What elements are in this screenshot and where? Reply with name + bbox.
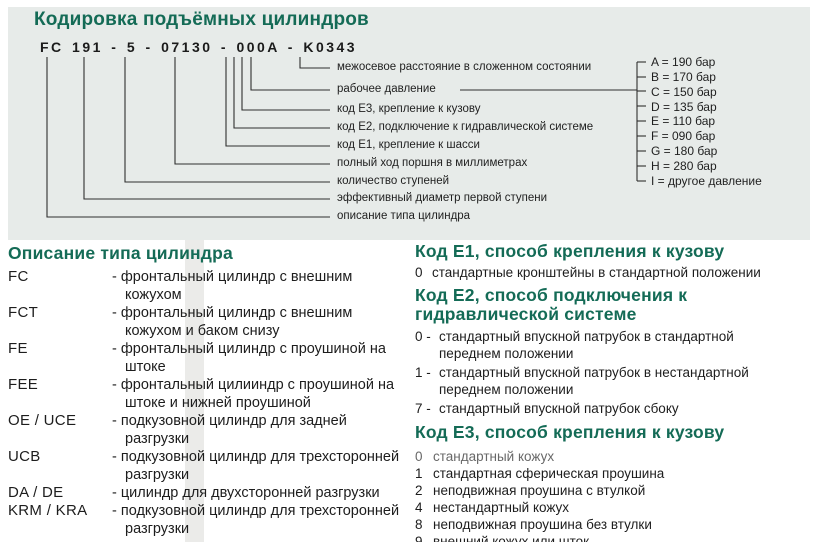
code-segment-label: код E2, подключение к гидравлической сис… <box>337 121 594 133</box>
pressure-code: F = 090 бар <box>651 129 716 143</box>
e3-item-num: 4 <box>415 500 423 515</box>
e3-item-text: стандартная сферическая проушина <box>433 466 665 481</box>
e3-item: 8 неподвижная проушина без втулки <box>415 516 815 533</box>
pressure-code: E = 110 бар <box>651 114 716 128</box>
e2-item-num: 0 - <box>415 328 431 344</box>
pressure-code: G = 180 бар <box>651 144 718 158</box>
e2-item: 1 - стандартный впускной патрубок в нест… <box>415 364 815 399</box>
type-description: - фронтальный цилиндр с проушиной на што… <box>112 341 386 375</box>
type-row: DA / DE - цилиндр для двухсторонней разг… <box>8 484 410 502</box>
code-segment-label: количество ступеней <box>337 175 450 187</box>
e3-item: 0 стандартный кожух <box>415 448 815 465</box>
e2-item-text: стандартный впускной патрубок сбоку <box>439 400 679 416</box>
e2-item-num: 7 - <box>415 400 431 416</box>
code-segment-label: межосевое расстояние в сложенном состоян… <box>337 61 592 73</box>
code-segment-label: эффективный диаметр первой ступени <box>337 192 547 204</box>
type-code: UCB <box>8 448 41 465</box>
pressure-code: I = другое давление <box>651 174 762 188</box>
type-code: FC <box>8 268 29 285</box>
type-code: DA / DE <box>8 484 64 501</box>
e2-heading: Код E2, способ подключения к гидравличес… <box>415 284 688 324</box>
code-segment-label: полный ход поршня в миллиметрах <box>337 157 528 169</box>
e3-item: 2 неподвижная проушина с втулкой <box>415 482 815 499</box>
code-segment-label: рабочее давление <box>337 83 436 95</box>
type-description: - фронтальный цилиндр с внешним кожухом <box>112 269 353 303</box>
code-segment-label: код E1, крепление к шасси <box>337 139 480 151</box>
cylinder-type-section: Описание типа цилиндра FC - фронтальный … <box>8 243 410 538</box>
type-description: - подкузовной цилиндр для задней разгруз… <box>112 413 347 447</box>
type-description: - подкузовной цилиндр для трехсторонней … <box>112 449 400 483</box>
cylinder-type-list: FC - фронтальный цилиндр с внешним кожух… <box>8 268 410 538</box>
e1-item: 0 стандартные кронштейны в стандартной п… <box>415 264 815 282</box>
type-description: - фронтальный цилиндр с внешним кожухом … <box>112 305 353 339</box>
pressure-code: H = 280 бар <box>651 159 717 173</box>
e1-heading: Код E1, способ крепления к кузову <box>415 241 725 261</box>
pressure-code: B = 170 бар <box>651 70 716 84</box>
e3-item-text: неподвижная проушина с втулкой <box>433 483 646 498</box>
page-title: Кодировка подъёмных цилиндров <box>34 9 369 30</box>
e3-item-text: внешний кожух или шток <box>433 534 590 542</box>
type-description: - фронтальный цилииндр с проушиной на шт… <box>112 377 395 411</box>
pressure-code: C = 150 бар <box>651 85 717 99</box>
type-description: - цилиндр для двухсторонней разгрузки <box>112 485 380 501</box>
e3-list: 0 стандартный кожух 1 стандартная сферич… <box>415 448 815 542</box>
type-code: FCT <box>8 304 39 321</box>
e3-item-num: 9 <box>415 534 423 542</box>
pressure-code: D = 135 бар <box>651 100 717 114</box>
e3-heading: Код E3, способ крепления к кузову <box>415 422 725 442</box>
e3-item: 1 стандартная сферическая проушина <box>415 465 815 482</box>
code-segment-label: описание типа цилиндра <box>337 210 471 222</box>
e1-item-num: 0 <box>415 265 423 280</box>
e3-item-num: 2 <box>415 483 423 498</box>
type-row: OE / UCE - подкузовной цилиндр для задне… <box>8 412 410 448</box>
e2-item-text: стандартный впускной патрубок в нестанда… <box>439 364 749 398</box>
e3-item-text: неподвижная проушина без втулки <box>433 517 652 532</box>
type-row: KRM / KRA - подкузовной цилиндр для трех… <box>8 502 410 538</box>
e1-item-text: стандартные кронштейны в стандартной пол… <box>432 265 761 280</box>
e2-item-num: 1 - <box>415 364 431 380</box>
e3-item-num: 1 <box>415 466 423 481</box>
code-segment-label: код E3, крепление к кузову <box>337 103 481 115</box>
e2-item: 7 - стандартный впускной патрубок сбоку <box>415 400 815 418</box>
e3-item-num: 0 <box>415 449 423 464</box>
diagram-panel <box>8 7 810 240</box>
e2-item-text: стандартный впускной патрубок в стандарт… <box>439 328 734 362</box>
type-row: FE - фронтальный цилиндр с проушиной на … <box>8 340 410 376</box>
type-row: FC - фронтальный цилиндр с внешним кожух… <box>8 268 410 304</box>
e2-list: 0 - стандартный впускной патрубок в стан… <box>415 328 815 418</box>
e3-item-text: нестандартный кожух <box>433 500 570 515</box>
type-row: UCB - подкузовной цилиндр для трехсторон… <box>8 448 410 484</box>
e3-item-num: 8 <box>415 517 423 532</box>
e3-item-text: стандартный кожух <box>433 449 555 464</box>
type-code: FE <box>8 340 28 357</box>
pressure-code: A = 190 бар <box>651 55 716 69</box>
type-description: - подкузовной цилиндр для трехсторонней … <box>112 503 400 537</box>
e3-item: 9 внешний кожух или шток <box>415 533 815 542</box>
scan-watermark-strip <box>185 240 204 542</box>
code-sections: Код E1, способ крепления к кузову 0 стан… <box>415 241 815 542</box>
type-row: FEE - фронтальный цилииндр с проушиной н… <box>8 376 410 412</box>
type-code: OE / UCE <box>8 412 77 429</box>
type-code: KRM / KRA <box>8 502 88 519</box>
e2-item: 0 - стандартный впускной патрубок в стан… <box>415 328 815 363</box>
cylinder-type-heading: Описание типа цилиндра <box>8 243 233 263</box>
e3-item: 4 нестандартный кожух <box>415 499 815 516</box>
part-number-code: FC 191 - 5 - 07130 - 000A - K0343 <box>40 39 358 55</box>
type-code: FEE <box>8 376 39 393</box>
type-row: FCT - фронтальный цилиндр с внешним кожу… <box>8 304 410 340</box>
